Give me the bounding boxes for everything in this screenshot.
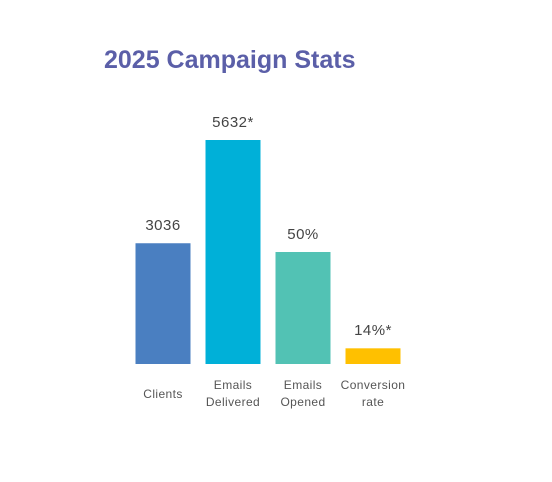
bar bbox=[135, 243, 191, 364]
bar bbox=[345, 348, 401, 364]
value-label: 14%* bbox=[354, 322, 392, 340]
x-tick-label: Clients bbox=[143, 386, 183, 401]
bar bbox=[205, 140, 261, 364]
bar bbox=[275, 252, 331, 364]
value-label: 50% bbox=[287, 226, 319, 243]
x-tick-label: Emails Delivered bbox=[205, 378, 261, 409]
value-label: 3036 bbox=[145, 217, 181, 235]
x-tick-label: Emails Opened bbox=[280, 378, 326, 409]
value-label: 5632* bbox=[212, 114, 254, 131]
chart-title: 2025 Campaign Stats bbox=[104, 46, 356, 74]
x-tick-label: Conversion rate bbox=[340, 378, 406, 409]
